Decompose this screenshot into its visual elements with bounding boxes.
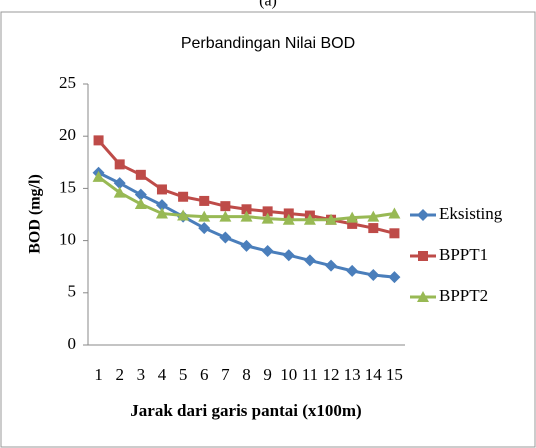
marker-diamond	[261, 245, 274, 258]
legend-label: BPPT1	[439, 245, 488, 264]
x-tick-label: 4	[158, 365, 167, 384]
x-axis-label: Jarak dari garis pantai (x100m)	[130, 401, 361, 420]
y-tick-label: 5	[68, 282, 77, 301]
marker-triangle	[325, 213, 338, 225]
marker-diamond	[134, 188, 147, 201]
marker-square	[418, 251, 428, 261]
marker-square	[241, 204, 252, 215]
x-tick-label: 10	[280, 365, 297, 384]
chart-title: Perbandingan Nilai BOD	[181, 35, 355, 52]
marker-square	[93, 135, 104, 146]
x-tick-label: 11	[302, 365, 318, 384]
marker-triangle	[282, 213, 295, 225]
x-tick-label: 3	[137, 365, 146, 384]
marker-triangle	[92, 170, 105, 182]
marker-triangle	[134, 198, 147, 210]
marker-diamond	[219, 231, 232, 244]
x-tick-label: 8	[242, 365, 251, 384]
marker-square	[114, 159, 125, 170]
x-tick-label: 15	[386, 365, 403, 384]
marker-triangle	[417, 291, 429, 302]
marker-square	[135, 169, 146, 180]
marker-square	[199, 195, 210, 206]
marker-square	[347, 218, 358, 229]
marker-diamond	[113, 177, 126, 190]
y-tick-label: 10	[59, 230, 76, 249]
marker-square	[178, 191, 189, 202]
marker-triangle	[155, 207, 168, 219]
x-tick-label: 1	[94, 365, 103, 384]
marker-diamond	[240, 239, 253, 252]
caption: (a)	[259, 0, 277, 10]
x-tick-label: 13	[344, 365, 361, 384]
marker-square	[389, 228, 400, 239]
marker-square	[283, 208, 294, 219]
x-tick-label: 9	[263, 365, 272, 384]
marker-diamond	[155, 199, 168, 212]
marker-diamond	[346, 264, 359, 277]
y-tick-label: 25	[59, 73, 76, 92]
marker-diamond	[417, 209, 429, 221]
marker-triangle	[240, 210, 253, 222]
marker-triangle	[367, 210, 380, 222]
x-tick-label: 2	[115, 365, 124, 384]
x-tick-label: 12	[323, 365, 340, 384]
chart-border	[0, 11, 536, 448]
marker-diamond	[198, 222, 211, 235]
marker-diamond	[367, 269, 380, 282]
y-tick-label: 20	[59, 125, 76, 144]
x-tick-label: 5	[179, 365, 188, 384]
legend-label: BPPT2	[439, 286, 488, 305]
marker-triangle	[177, 209, 190, 221]
marker-triangle	[346, 211, 359, 223]
x-tick-label: 7	[221, 365, 230, 384]
x-tick-label: 6	[200, 365, 209, 384]
marker-diamond	[282, 249, 295, 262]
marker-square	[156, 184, 167, 195]
marker-triangle	[388, 207, 401, 219]
y-tick-label: 15	[59, 177, 76, 196]
marker-diamond	[303, 254, 316, 267]
marker-square	[220, 201, 231, 212]
y-axis-label: BOD (mg/l)	[27, 174, 44, 254]
marker-triangle	[113, 186, 126, 198]
marker-triangle	[303, 213, 316, 225]
marker-square	[368, 223, 379, 234]
x-tick-label: 14	[365, 365, 383, 384]
marker-triangle	[219, 210, 232, 222]
marker-square	[262, 206, 273, 217]
marker-triangle	[261, 212, 274, 224]
marker-diamond	[325, 259, 338, 272]
legend-label: Eksisting	[439, 204, 503, 223]
marker-diamond	[388, 271, 401, 284]
marker-triangle	[198, 210, 211, 222]
y-tick-label: 0	[68, 334, 77, 353]
